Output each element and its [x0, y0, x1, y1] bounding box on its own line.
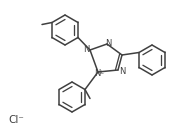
Text: Cl⁻: Cl⁻	[8, 115, 24, 125]
Text: N: N	[94, 70, 100, 79]
Text: ±: ±	[98, 70, 103, 75]
Text: N: N	[105, 38, 111, 47]
Text: N: N	[119, 68, 125, 77]
Text: N: N	[83, 46, 89, 55]
